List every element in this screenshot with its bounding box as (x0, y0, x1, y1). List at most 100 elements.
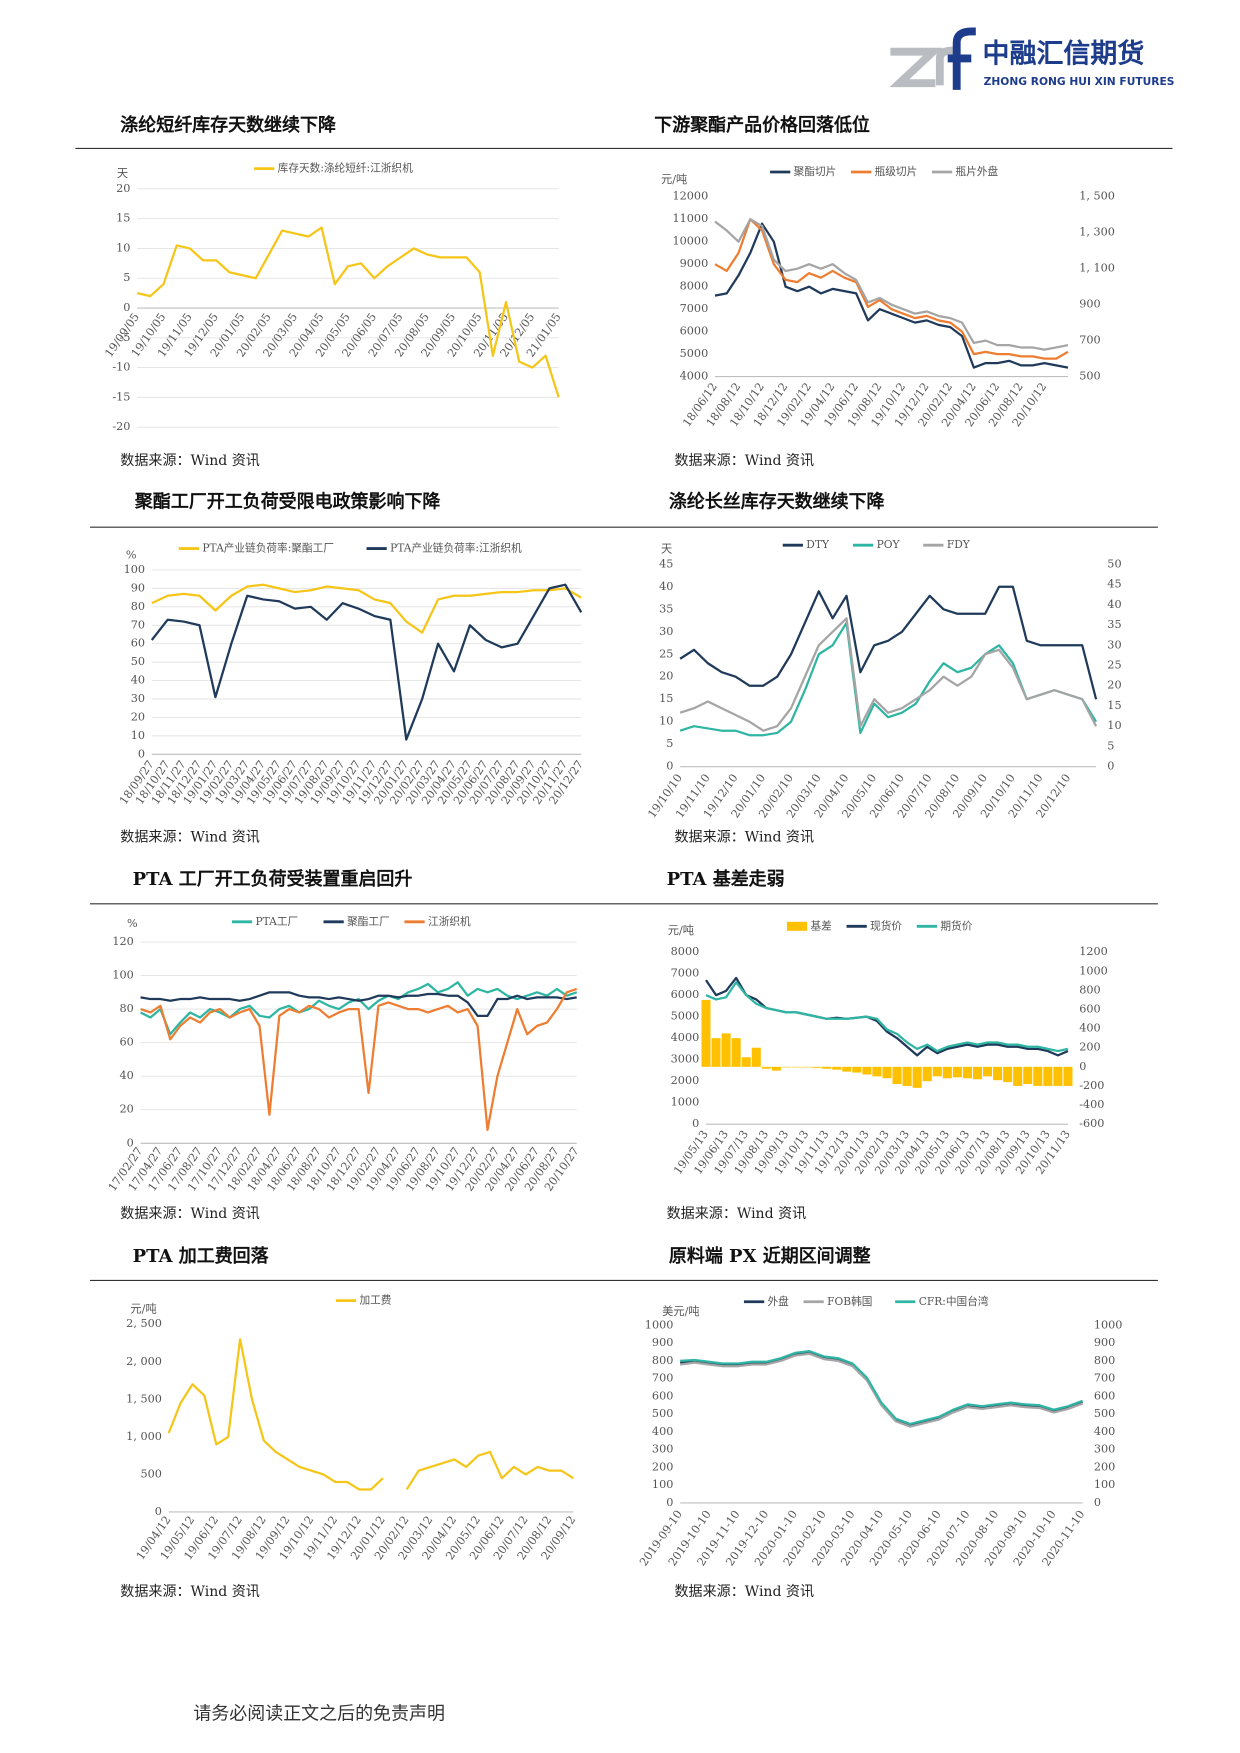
bar (711, 1038, 721, 1067)
y-tick-label: 200 (652, 1460, 673, 1473)
series-line (679, 617, 1098, 732)
y-tick-label: 100 (124, 563, 145, 576)
company-name-en: ZHONG RONG HUI XIN FUTURES (984, 75, 1175, 88)
bar (1053, 1066, 1063, 1086)
y2-tick-label: 200 (1094, 1460, 1115, 1473)
y2-tick-label: 25 (1107, 658, 1121, 671)
y-tick-label: 2000 (671, 1074, 700, 1087)
y-tick-label: 500 (652, 1407, 673, 1420)
y-tick-label: 4000 (671, 1031, 700, 1044)
source-note: 数据来源：Wind 资讯 (675, 1584, 815, 1600)
y-tick-label: 800 (652, 1354, 673, 1367)
legend-label: 期货价 (940, 919, 972, 932)
y-tick-label: 1000 (645, 1318, 674, 1331)
series-line (679, 585, 1098, 700)
y-tick-label: 8000 (671, 945, 700, 958)
y-tick-label: 25 (659, 647, 673, 660)
bar (781, 1066, 791, 1068)
y-tick-label: 30 (659, 625, 673, 638)
y2-tick-label: 1, 300 (1079, 226, 1115, 239)
y2-tick-label: 800 (1094, 1354, 1115, 1367)
chart-title: 涤纶短纤库存天数继续下降 (120, 114, 337, 136)
source-note: 数据来源：Wind 资讯 (120, 829, 260, 845)
series-line (705, 981, 1069, 1053)
y-tick-label: 400 (652, 1425, 673, 1438)
legend-label: DTY (806, 538, 830, 551)
bar (1033, 1066, 1043, 1086)
y-axis-unit: 元/吨 (668, 924, 694, 937)
y-tick-label: -10 (112, 361, 130, 374)
y2-tick-label: 1000 (1094, 1318, 1123, 1331)
y2-tick-label: 1, 500 (1079, 190, 1115, 203)
legend-label: PTA产业链负荷率:江浙织机 (390, 542, 522, 555)
y-tick-label: 900 (652, 1336, 673, 1349)
series-line (714, 218, 1069, 360)
y2-tick-label: 20 (1107, 679, 1121, 692)
series-line (136, 226, 560, 398)
chart-title: 涤纶长丝库存天数继续下降 (669, 490, 886, 512)
y2-tick-label: 50 (1107, 557, 1121, 570)
bar (862, 1066, 872, 1075)
bar (922, 1066, 932, 1082)
legend-label: 聚酯切片 (794, 165, 837, 178)
y-tick-label: 8000 (680, 280, 709, 293)
bar (701, 999, 711, 1067)
y-tick-label: 100 (652, 1478, 673, 1491)
y-axis-unit: 天 (661, 543, 672, 556)
y-tick-label: 1, 000 (126, 1430, 162, 1443)
y-tick-label: -20 (112, 420, 130, 433)
y-tick-label: 5000 (671, 1010, 700, 1023)
bar (751, 1047, 761, 1067)
y2-tick-label: 900 (1079, 298, 1100, 311)
chart-title: PTA 基差走弱 (667, 868, 785, 890)
y-tick-label: 10000 (672, 235, 708, 248)
y-axis-unit: 元/吨 (661, 173, 687, 186)
series-line (167, 1338, 574, 1491)
legend-label: 库存天数:涤纶短纤:江浙织机 (278, 162, 413, 175)
y2-tick-label: 400 (1079, 1022, 1100, 1035)
y2-tick-label: 700 (1079, 334, 1100, 347)
chart-title: 下游聚酯产品价格回落低位 (654, 114, 870, 136)
y-tick-label: 3000 (671, 1053, 700, 1066)
y2-tick-label: -200 (1079, 1079, 1104, 1092)
y-tick-label: 0 (155, 1505, 162, 1518)
series-line (151, 583, 582, 634)
y-tick-label: 300 (652, 1443, 673, 1456)
y-tick-label: 5000 (680, 347, 709, 360)
legend-label: FOB韩国 (827, 1295, 872, 1308)
y2-tick-label: 15 (1107, 699, 1121, 712)
y2-tick-label: 400 (1094, 1425, 1115, 1438)
y-tick-label: 70 (131, 618, 145, 631)
y-tick-label: 10 (116, 241, 130, 254)
y-tick-label: 45 (659, 557, 673, 570)
y-axis-unit: % (126, 548, 137, 561)
y2-tick-label: 800 (1079, 983, 1100, 996)
y-tick-label: 12000 (672, 190, 708, 203)
y-tick-label: 20 (131, 710, 145, 723)
series-line (140, 991, 577, 1017)
y-tick-label: 80 (120, 1002, 134, 1015)
y2-tick-label: -400 (1079, 1098, 1104, 1111)
y-tick-label: 20 (659, 670, 673, 683)
source-note: 数据来源：Wind 资讯 (675, 829, 815, 845)
y-tick-label: 2, 500 (126, 1317, 162, 1330)
bar (912, 1066, 922, 1088)
y-tick-label: 30 (131, 692, 145, 705)
bar (1043, 1066, 1053, 1086)
y2-tick-label: 500 (1079, 370, 1100, 383)
y-tick-label: -5 (119, 331, 130, 344)
bar (892, 1066, 902, 1085)
y-tick-label: 15 (116, 212, 130, 225)
y-tick-label: 20 (116, 182, 130, 195)
source-note: 数据来源：Wind 资讯 (120, 453, 260, 469)
y-tick-label: 40 (131, 674, 145, 687)
y2-tick-label: -600 (1079, 1117, 1104, 1130)
y-tick-label: 80 (131, 600, 145, 613)
